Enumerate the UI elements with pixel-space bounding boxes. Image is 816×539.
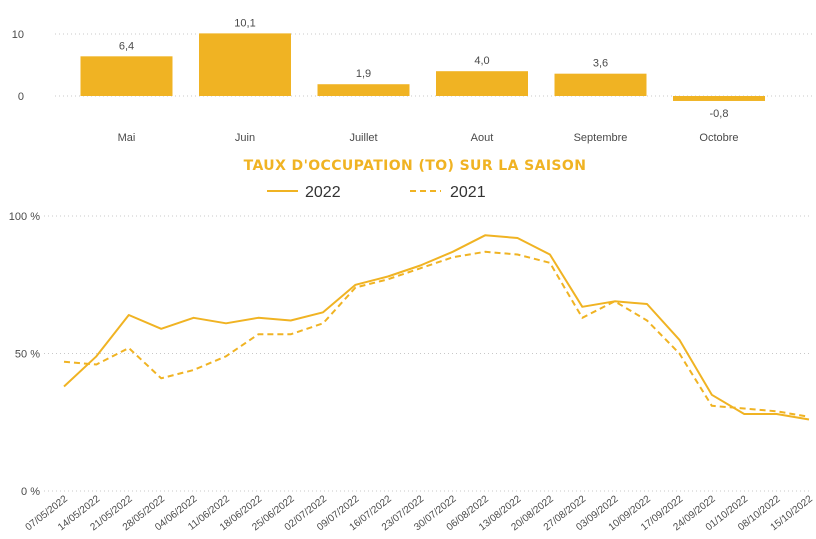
line-ytick-label: 100 % xyxy=(9,211,40,223)
legend-label-2022: 2022 xyxy=(305,184,341,201)
bar-value-label: 4,0 xyxy=(474,55,489,67)
bar-category-label: Septembre xyxy=(574,132,628,144)
bar xyxy=(555,74,647,96)
legend-label-2021: 2021 xyxy=(450,184,486,201)
bar-category-label: Mai xyxy=(118,132,136,144)
bar-value-label: 10,1 xyxy=(234,17,255,29)
bar-category-label: Juillet xyxy=(349,132,377,144)
line-ytick-label: 50 % xyxy=(15,349,40,361)
bar xyxy=(318,84,410,96)
bar-value-label: -0,8 xyxy=(710,108,729,120)
series-line-2021 xyxy=(64,252,809,417)
bar xyxy=(199,33,291,96)
line-ytick-label: 0 % xyxy=(21,486,40,498)
bar-ytick-label: 0 xyxy=(18,91,24,103)
line-chart-legend: 2022 2021 xyxy=(267,184,486,201)
bar xyxy=(673,96,765,101)
bar-category-label: Octobre xyxy=(699,132,738,144)
bar-ytick-label: 10 xyxy=(12,29,24,41)
line-chart-title: TAUX D'OCCUPATION (TO) SUR LA SAISON xyxy=(244,158,587,174)
bar-category-label: Aout xyxy=(471,132,494,144)
bar-category-label: Juin xyxy=(235,132,255,144)
bar-value-label: 1,9 xyxy=(356,68,371,80)
bar xyxy=(436,71,528,96)
bar-value-label: 6,4 xyxy=(119,40,134,52)
bar xyxy=(81,56,173,96)
bar-value-label: 3,6 xyxy=(593,58,608,70)
